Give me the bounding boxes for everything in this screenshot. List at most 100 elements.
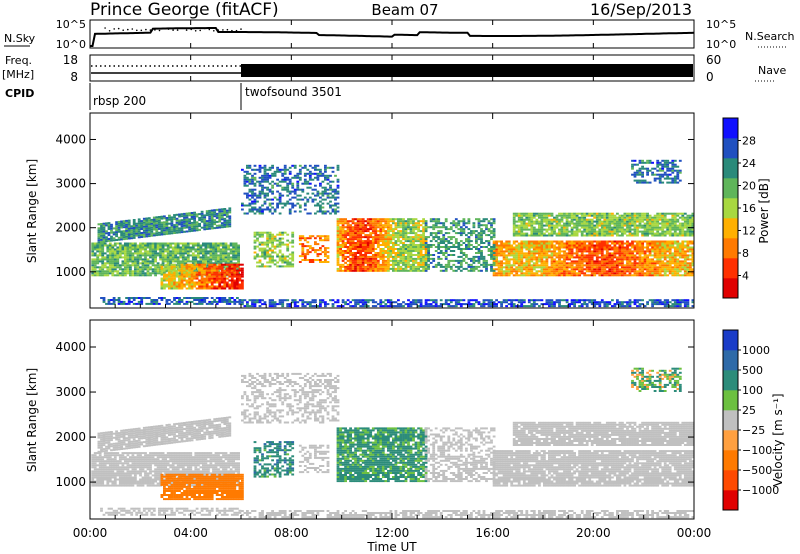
heatmap-cell [288,166,292,169]
heatmap-cell [145,235,149,238]
heatmap-cell [183,230,186,233]
heatmap-cell [102,297,106,299]
heatmap-cell [301,255,305,258]
power-heatmap-cells [91,159,695,308]
heatmap-cell [407,246,410,248]
heatmap-cell [232,252,235,255]
heatmap-cell [151,250,155,253]
heatmap-cell [656,272,660,275]
heatmap-cell [163,231,166,234]
heatmap-cell [273,235,277,238]
heatmap-cell [248,178,252,181]
heatmap-cell [623,252,627,255]
heatmap-cell [152,220,156,223]
heatmap-cell [165,267,169,270]
heatmap-cell [689,274,692,277]
heatmap-cell [404,250,408,252]
heatmap-cell [517,212,521,215]
heatmap-cell [545,220,549,223]
heatmap-cell [351,259,355,262]
heatmap-cell [500,244,503,247]
heatmap-cell [286,186,290,189]
heatmap-cell [402,234,405,237]
heatmap-cell [200,220,204,223]
heatmap-cell [286,239,290,242]
heatmap-cell [611,242,614,245]
heatmap-cell [200,279,204,282]
heatmap-cell [203,214,207,217]
heatmap-cell [111,246,115,249]
heatmap-cell [409,254,413,256]
heatmap-cell [248,210,252,213]
heatmap-cell [553,262,556,265]
heatmap-cell [532,268,536,271]
heatmap-cell [303,239,307,242]
heatmap-cell [555,254,559,257]
heatmap-cell [336,184,340,187]
heatmap-cell [686,264,690,267]
heatmap-cell [371,224,375,227]
heatmap-cell [570,270,574,273]
heatmap-cell [399,230,403,233]
heatmap-cell [233,273,237,276]
heatmap-cell [217,242,220,245]
heatmap-cell [613,264,617,267]
heatmap-cell [170,277,174,280]
heatmap-cell [344,222,347,225]
heatmap-cell [324,259,327,261]
heatmap-cell [195,263,199,266]
heatmap-cell [120,302,123,305]
heatmap-cell [354,255,357,258]
heatmap-cell [384,230,388,233]
heatmap-cell [384,261,388,264]
heatmap-cell [170,263,174,266]
heatmap-cell [193,297,196,299]
heatmap-cell [502,274,506,277]
heatmap-cell [112,237,116,240]
heatmap-cell [399,224,403,227]
heatmap-cell [598,244,602,247]
heatmap-cell [186,250,190,253]
heatmap-cell [336,218,340,221]
heatmap-cell [538,256,541,259]
heatmap-cell [139,246,142,249]
heatmap-cell [417,257,420,260]
heatmap-cell [595,268,599,271]
heatmap-cell [613,270,617,273]
heatmap-cell [101,254,105,257]
heatmap-cell [497,250,501,253]
heatmap-cell [399,257,403,260]
heatmap-cell [168,216,171,219]
heatmap-cell [165,219,169,221]
heatmap-cell [124,242,127,245]
heatmap-cell [258,247,262,250]
heatmap-cell [492,272,496,275]
heatmap-cell [525,248,529,251]
heatmap-cell [156,270,160,273]
heatmap-cell [515,232,519,235]
heatmap-cell [159,254,162,257]
heatmap-cell [278,194,282,197]
heatmap-cell [356,259,360,262]
heatmap-cell [208,300,212,303]
heatmap-cell [233,269,237,272]
heatmap-cell [349,220,352,223]
heatmap-cell [366,218,370,221]
heatmap-cell [139,254,142,257]
heatmap-cell [160,233,164,236]
heatmap-cell [159,246,162,249]
heatmap-cell [321,192,325,195]
heatmap-cell [658,264,662,267]
heatmap-cell [278,200,282,203]
heatmap-cell [212,248,215,251]
heatmap-cell [530,254,534,257]
heatmap-cell [414,246,418,248]
heatmap-cell [311,178,315,181]
heatmap-cell [180,267,184,270]
heatmap-cell [291,204,295,207]
heatmap-cell [98,248,102,251]
heatmap-cell [91,262,95,265]
heatmap-cell [164,248,167,251]
heatmap-cell [326,194,330,197]
heatmap-cell [402,255,405,258]
